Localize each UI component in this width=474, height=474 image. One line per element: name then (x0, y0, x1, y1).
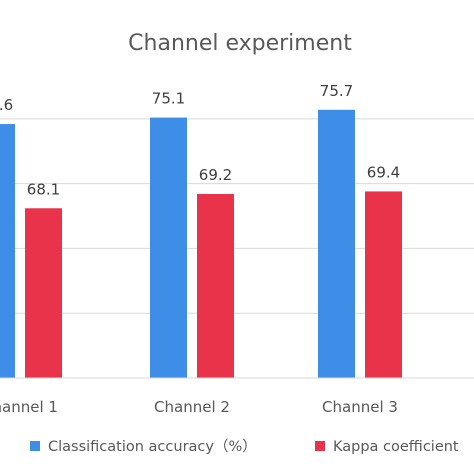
bar-kappa-channel-2 (197, 194, 234, 378)
gridlines (0, 118, 474, 314)
x-tick-label: Channel 1 (0, 398, 58, 416)
data-label: 74.6 (0, 96, 13, 114)
bars (0, 109, 402, 379)
legend-label: Kappa coefficient (333, 439, 459, 455)
legend-swatch (315, 441, 325, 451)
data-label: 69.4 (367, 163, 400, 181)
data-labels: 74.6 75.1 75.7 68.1 69.2 69.4 (0, 82, 400, 198)
bar-accuracy-channel-1 (0, 124, 15, 378)
x-axis-ticks: Channel 1 Channel 2 Channel 3 (0, 398, 398, 416)
legend: Classification accuracy（%） Kappa coeffici… (30, 438, 459, 455)
chart-title: Channel experiment (128, 31, 352, 56)
data-label: 69.2 (199, 166, 232, 184)
bar-kappa-channel-1 (25, 208, 62, 378)
legend-swatch (30, 441, 40, 451)
x-tick-label: Channel 3 (322, 398, 398, 416)
bar-accuracy-channel-2 (150, 117, 187, 378)
bar-kappa-channel-3 (365, 191, 402, 378)
data-label: 68.1 (27, 180, 60, 198)
x-tick-label: Channel 2 (154, 398, 230, 416)
bar-accuracy-channel-3 (318, 109, 355, 379)
data-label: 75.1 (152, 90, 185, 108)
data-label: 75.7 (320, 82, 353, 100)
legend-label: Classification accuracy（%） (48, 438, 257, 455)
